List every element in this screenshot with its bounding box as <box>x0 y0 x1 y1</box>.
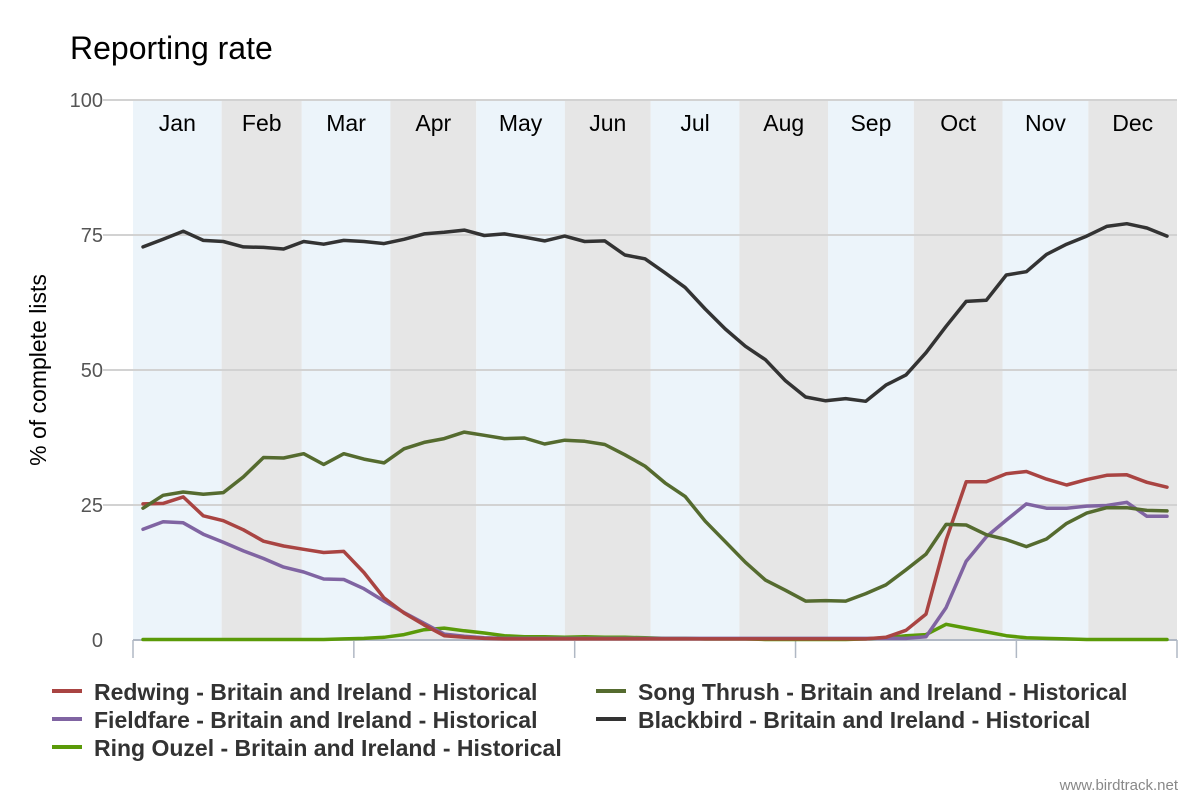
month-label: Feb <box>242 110 282 136</box>
gridlines <box>103 99 1177 506</box>
x-axis <box>132 639 1178 658</box>
y-axis-ticks: 0 25 50 75 100 <box>70 90 103 652</box>
series-line <box>141 469 1169 641</box>
y-tick-label: 100 <box>70 90 103 112</box>
y-tick-label: 50 <box>81 360 103 382</box>
legend-item[interactable]: Ring Ouzel - Britain and Ireland - Histo… <box>52 735 562 761</box>
month-label: Oct <box>940 110 976 136</box>
month-label: Nov <box>1025 110 1066 136</box>
month-label: May <box>499 110 543 136</box>
legend: Redwing - Britain and Ireland - Historic… <box>52 679 1127 761</box>
month-label: Mar <box>326 110 366 136</box>
legend-item[interactable]: Redwing - Britain and Ireland - Historic… <box>52 679 537 705</box>
legend-label: Song Thrush - Britain and Ireland - Hist… <box>638 679 1127 705</box>
month-label: Sep <box>850 110 891 136</box>
legend-item[interactable]: Song Thrush - Britain and Ireland - Hist… <box>596 679 1127 705</box>
series-line <box>141 430 1169 603</box>
month-label: Jul <box>680 110 709 136</box>
y-axis-label: % of complete lists <box>25 274 51 466</box>
credit-text: www.birdtrack.net <box>1059 777 1179 794</box>
legend-label: Ring Ouzel - Britain and Ireland - Histo… <box>94 735 562 761</box>
legend-item[interactable]: Blackbird - Britain and Ireland - Histor… <box>596 707 1090 733</box>
legend-label: Blackbird - Britain and Ireland - Histor… <box>638 707 1090 733</box>
month-labels: Jan Feb Mar Apr May Jun Jul Aug Sep Oct Nov Dec <box>159 110 1153 136</box>
y-tick-label: 25 <box>81 495 103 517</box>
month-label: Jun <box>589 110 626 136</box>
month-label: Dec <box>1112 110 1153 136</box>
legend-label: Fieldfare - Britain and Ireland - Histor… <box>94 707 537 733</box>
y-tick-label: 75 <box>81 225 103 247</box>
month-label: Aug <box>763 110 804 136</box>
legend-item[interactable]: Fieldfare - Britain and Ireland - Histor… <box>52 707 537 733</box>
month-label: Apr <box>415 110 451 136</box>
series-lines <box>141 221 1169 642</box>
month-label: Jan <box>159 110 196 136</box>
y-tick-label: 0 <box>92 630 103 652</box>
chart-title: Reporting rate <box>70 30 273 66</box>
legend-label: Redwing - Britain and Ireland - Historic… <box>94 679 537 705</box>
series-line <box>141 221 1169 404</box>
